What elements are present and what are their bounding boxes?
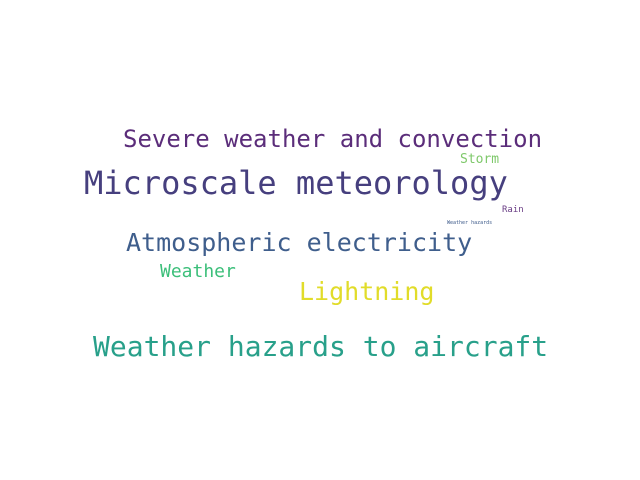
word-weather: Weather [160,261,236,282]
word-storm: Storm [460,152,500,167]
word-lightning: Lightning [299,277,435,306]
word-weather-hazards-to-aircraft: Weather hazards to aircraft [93,330,549,363]
word-severe-weather-and-convection: Severe weather and convection [123,125,543,153]
word-rain: Rain [502,205,524,215]
word-microscale-meteorology: Microscale meteorology [84,164,508,202]
word-weather-hazards: Weather hazards [447,220,493,226]
word-atmospheric-electricity: Atmospheric electricity [126,228,473,257]
